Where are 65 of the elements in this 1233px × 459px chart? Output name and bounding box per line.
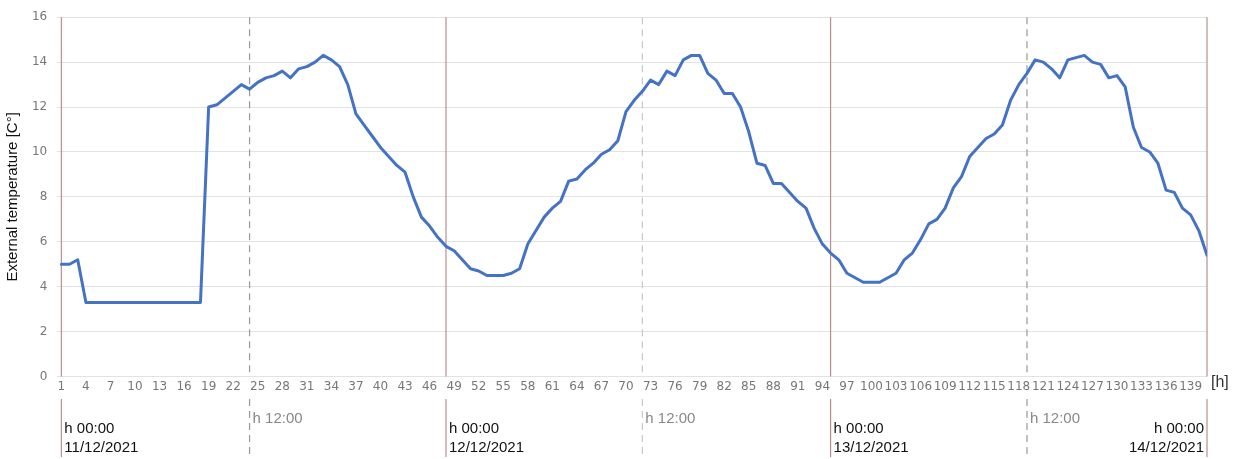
x-tick-label: 55 — [495, 378, 511, 393]
text: h 00:00 12/12/2021 — [448, 419, 525, 455]
x-tick-label: 37 — [348, 378, 364, 393]
x-tick-label: 97 — [839, 378, 855, 393]
x-tick-label: 19 — [201, 378, 217, 393]
x-tick-label: 85 — [741, 378, 757, 393]
x-tick-label: 127 — [1080, 378, 1104, 393]
x-tick-label: 79 — [692, 378, 708, 393]
y-tick-label: 0 — [39, 368, 48, 383]
x-tick-label: 64 — [569, 378, 585, 393]
x-tick-label: 109 — [933, 378, 957, 393]
text: h 12:00 — [252, 409, 303, 426]
text: h 12:00 — [645, 409, 696, 426]
y-tick-label: 14 — [31, 54, 48, 69]
x-tick-label: 4 — [82, 378, 90, 393]
x-tick-label: 115 — [982, 378, 1006, 393]
x-tick-label: 25 — [250, 378, 266, 393]
x-tick-label: 121 — [1031, 378, 1055, 393]
x-tick-label: 28 — [274, 378, 290, 393]
x-tick-label: 22 — [225, 378, 241, 393]
x-tick-label: 112 — [958, 378, 982, 393]
x-tick-label: 43 — [397, 378, 413, 393]
y-axis-title: External temperature [C°] — [3, 112, 21, 282]
x-tick-label: 139 — [1179, 378, 1203, 393]
text: h 00:00 11/12/2021 — [64, 419, 139, 455]
x-tick-label: 13 — [151, 378, 168, 393]
x-tick-label: 100 — [860, 378, 883, 393]
x-tick-label: 31 — [299, 378, 315, 393]
text: h 00:00 13/12/2021 — [833, 419, 909, 455]
x-tick-label: 130 — [1105, 378, 1129, 393]
y-tick-label: 16 — [31, 9, 48, 24]
x-tick-label: 73 — [642, 378, 659, 393]
y-tick-label: 2 — [39, 323, 48, 338]
text: h 00:00 14/12/2021 — [1128, 419, 1204, 455]
y-tick-label: 8 — [39, 189, 48, 204]
x-tick-label: 103 — [884, 378, 908, 393]
y-tick-label: 12 — [31, 99, 48, 114]
x-tick-label: 61 — [544, 378, 560, 393]
x-tick-label: 106 — [909, 378, 933, 393]
text: h 12:00 — [1029, 409, 1081, 426]
x-tick-label: 67 — [593, 378, 610, 393]
x-tick-label: 133 — [1130, 378, 1153, 393]
x-tick-label: 88 — [765, 378, 781, 393]
x-tick-label: 7 — [106, 378, 115, 393]
x-tick-label: 16 — [176, 378, 192, 393]
x-axis-title: [h] — [1211, 373, 1229, 391]
x-tick-label: 34 — [323, 378, 340, 393]
x-tick-label: 58 — [520, 378, 536, 393]
x-tick-label: 1 — [57, 378, 66, 393]
y-tick-label: 10 — [31, 144, 48, 159]
x-tick-label: 70 — [618, 378, 634, 393]
y-tick-label: 6 — [39, 233, 48, 248]
x-tick-label: 91 — [790, 378, 806, 393]
x-tick-label: 82 — [716, 378, 732, 393]
x-tick-label: 10 — [127, 378, 143, 393]
x-tick-label: 94 — [814, 378, 831, 393]
x-tick-label: 52 — [471, 378, 487, 393]
y-tick-label: 4 — [39, 278, 48, 293]
x-tick-label: 40 — [372, 378, 389, 393]
x-tick-label: 136 — [1154, 378, 1178, 393]
x-tick-label: 118 — [1007, 378, 1031, 393]
x-tick-label: 49 — [446, 378, 462, 393]
x-tick-label: 76 — [667, 378, 683, 393]
x-tick-label: 124 — [1056, 378, 1080, 393]
x-tick-label: 46 — [421, 378, 438, 393]
